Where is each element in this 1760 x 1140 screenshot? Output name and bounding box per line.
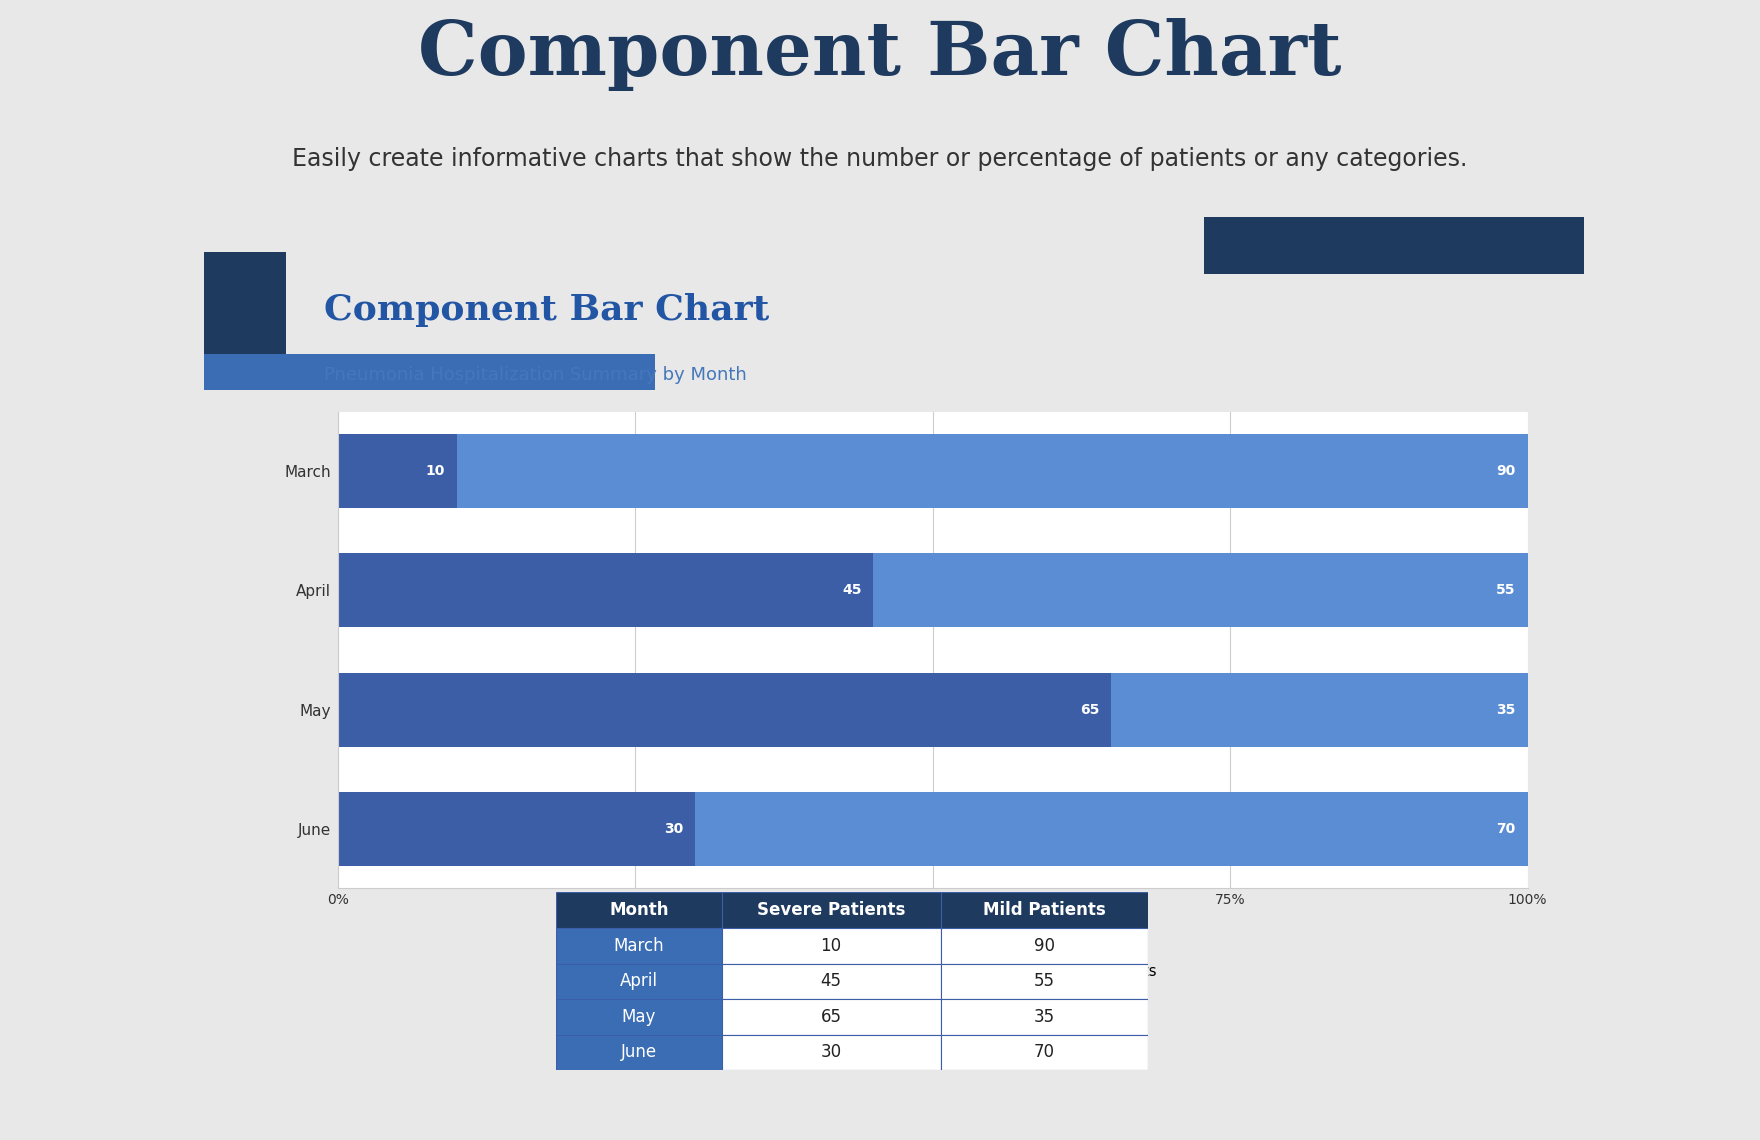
Text: May: May — [621, 1008, 656, 1026]
Text: 10: 10 — [820, 937, 841, 954]
Text: 35: 35 — [1033, 1008, 1054, 1026]
Text: 35: 35 — [1496, 703, 1515, 717]
Bar — [722, 893, 940, 928]
Text: Pneumonia Hospitalization Summary by Month: Pneumonia Hospitalization Summary by Mon… — [324, 366, 746, 384]
Text: 45: 45 — [841, 584, 861, 597]
Bar — [1204, 217, 1584, 275]
Bar — [338, 553, 873, 627]
Bar — [940, 963, 1148, 999]
Bar — [338, 792, 695, 866]
Bar — [556, 893, 722, 928]
Text: 65: 65 — [1081, 703, 1100, 717]
Text: Mild Patients: Mild Patients — [982, 902, 1105, 919]
Bar — [722, 928, 940, 963]
Text: 30: 30 — [664, 822, 683, 837]
Text: April: April — [620, 972, 658, 991]
Bar — [338, 673, 1111, 747]
Bar — [940, 1035, 1148, 1070]
Bar — [722, 1035, 940, 1070]
Bar — [940, 893, 1148, 928]
Bar — [722, 963, 940, 999]
Text: Easily create informative charts that show the number or percentage of patients : Easily create informative charts that sh… — [292, 147, 1468, 171]
Text: 10: 10 — [426, 464, 445, 478]
Text: Component Bar Chart: Component Bar Chart — [419, 18, 1341, 91]
Bar — [556, 1035, 722, 1070]
Text: Month: Month — [609, 902, 669, 919]
Text: Severe Patients: Severe Patients — [757, 902, 905, 919]
Bar — [204, 252, 285, 355]
Bar — [722, 999, 940, 1035]
Bar — [556, 963, 722, 999]
Legend: Severe Patients, Mild Patients: Severe Patients, Mild Patients — [869, 959, 1162, 985]
Text: 55: 55 — [1033, 972, 1054, 991]
Bar — [338, 434, 458, 508]
Bar — [940, 999, 1148, 1035]
Bar — [940, 928, 1148, 963]
Bar — [458, 434, 1528, 508]
Bar — [873, 553, 1528, 627]
Text: 55: 55 — [1496, 584, 1515, 597]
Text: 45: 45 — [820, 972, 841, 991]
Bar — [204, 355, 655, 390]
Text: June: June — [621, 1043, 656, 1061]
Text: 30: 30 — [820, 1043, 841, 1061]
Bar — [1111, 673, 1528, 747]
Text: 90: 90 — [1496, 464, 1515, 478]
Text: Component Bar Chart: Component Bar Chart — [324, 293, 769, 327]
Bar — [556, 928, 722, 963]
Text: March: March — [614, 937, 664, 954]
Text: 90: 90 — [1033, 937, 1054, 954]
Bar — [695, 792, 1528, 866]
Text: 70: 70 — [1496, 822, 1515, 837]
Text: 65: 65 — [820, 1008, 841, 1026]
Text: 70: 70 — [1033, 1043, 1054, 1061]
Bar — [556, 999, 722, 1035]
